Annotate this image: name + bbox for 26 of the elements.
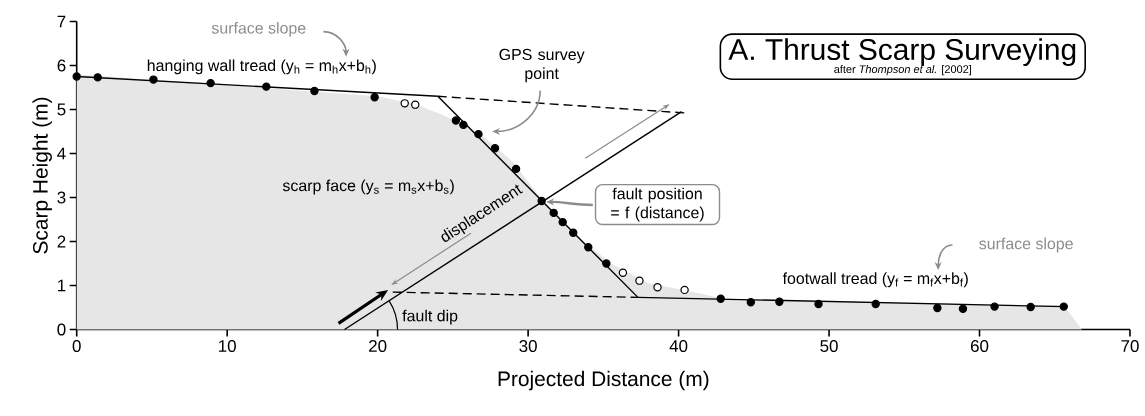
y-tick-label: 1 (58, 279, 66, 292)
y-axis-title: Scarp Height (m) (32, 97, 52, 254)
y-tick-label: 7 (57, 15, 66, 28)
x-axis-title: Projected Distance (m) (498, 370, 709, 391)
x-tick-label: 60 (970, 340, 989, 353)
y-tick-label: 5 (57, 103, 66, 116)
annotation: GPS survey point (499, 48, 585, 83)
x-tick-label: 30 (519, 340, 537, 353)
annotation: footwall tread (y$_{f}$ = m$_{f}$x+b$_{f}$) (782, 272, 968, 288)
x-tick-label: 40 (669, 340, 688, 353)
x-tick-label: 10 (219, 340, 236, 353)
y-tick-label: 3 (57, 191, 66, 204)
x-tick-label: 20 (369, 340, 387, 353)
text: after Thompson et al. [2002] (834, 65, 972, 76)
annotation: surface slope (979, 237, 1073, 253)
annotation: fault position = f (distance) (611, 187, 704, 222)
y-tick-label: 4 (57, 147, 66, 160)
y-tick-label: 6 (57, 59, 66, 72)
x-tick-label: 0 (72, 340, 81, 353)
y-tick-label: 0 (57, 323, 66, 336)
annotation: fault dip (402, 309, 458, 325)
x-tick-label: 70 (1121, 340, 1139, 353)
annotation: hanging wall tread (y$_{h}$ = m$_{h}$x+b$_{h}$) (147, 59, 376, 75)
annotation: surface slope (211, 22, 306, 37)
x-tick-label: 50 (820, 340, 838, 353)
y-tick-label: 2 (57, 235, 66, 248)
